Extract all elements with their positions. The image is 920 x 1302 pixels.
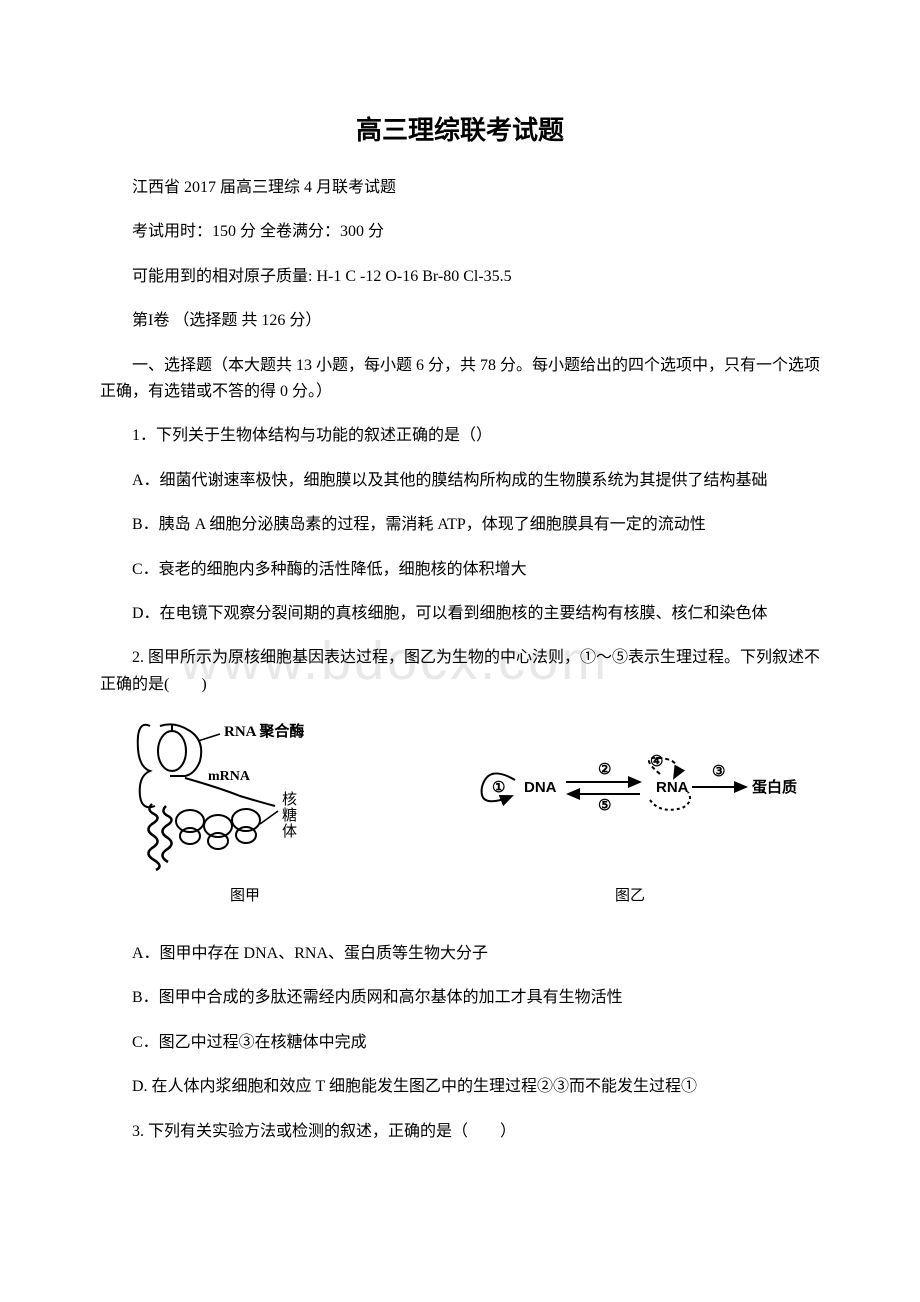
label-ribosome-2: 糖: [282, 807, 297, 824]
q1-option-c: C．衰老的细胞内多种酶的活性降低，细胞核的体积增大: [100, 557, 820, 583]
q2-option-d: D. 在人体内浆细胞和效应 T 细胞能发生图乙中的生理过程②③而不能发生过程①: [100, 1074, 820, 1100]
q2-option-a: A．图甲中存在 DNA、RNA、蛋白质等生物大分子: [100, 941, 820, 967]
svg-text:②: ②: [598, 762, 611, 778]
figure-yi-svg: ① DNA ② ⑤ ④ RNA ③ 蛋白质: [460, 752, 800, 822]
q2-option-c: C．图乙中过程③在核糖体中完成: [100, 1030, 820, 1056]
caption-row: 图甲 图乙: [100, 884, 820, 905]
svg-text:③: ③: [712, 764, 725, 780]
document-title: 高三理综联考试题: [100, 110, 820, 147]
figure-yi: ① DNA ② ⑤ ④ RNA ③ 蛋白质: [460, 716, 800, 822]
caption-jia: 图甲: [130, 884, 360, 905]
instructions: 一、选择题（本大题共 13 小题，每小题 6 分，共 78 分。每小题给出的四个…: [100, 353, 820, 406]
q3-stem: 3. 下列有关实验方法或检测的叙述，正确的是（ ）: [100, 1119, 820, 1145]
q1-stem: 1．下列关于生物体结构与功能的叙述正确的是（）: [100, 423, 820, 449]
svg-text:①: ①: [492, 780, 505, 796]
figure-jia-svg: RNA 聚合酶 mRNA 核 糖 体: [130, 716, 360, 876]
figure-jia: RNA 聚合酶 mRNA 核 糖 体: [130, 716, 360, 876]
q2-stem: 2. 图甲所示为原核细胞基因表达过程，图乙为生物的中心法则，①～⑤表示生理过程。…: [100, 645, 820, 698]
q1-option-b: B．胰岛 A 细胞分泌胰岛素的过程，需消耗 ATP，体现了细胞膜具有一定的流动性: [100, 512, 820, 538]
q1-option-d: D．在电镜下观察分裂间期的真核细胞，可以看到细胞核的主要结构有核膜、核仁和染色体: [100, 601, 820, 627]
label-ribosome-1: 核: [282, 791, 297, 808]
svg-text:蛋白质: 蛋白质: [752, 778, 797, 796]
section-header: 第I卷 （选择题 共 126 分）: [100, 308, 820, 334]
label-mrna: mRNA: [208, 769, 251, 784]
label-ribosome-3: 体: [282, 823, 297, 840]
svg-text:RNA: RNA: [656, 779, 689, 796]
svg-text:⑤: ⑤: [598, 798, 611, 814]
caption-yi: 图乙: [460, 884, 800, 905]
svg-text:DNA: DNA: [524, 779, 557, 796]
source-line: 江西省 2017 届高三理综 4 月联考试题: [100, 175, 820, 201]
svg-text:④: ④: [650, 754, 663, 770]
q1-option-a: A．细菌代谢速率极快，细胞膜以及其他的膜结构所构成的生物膜系统为其提供了结构基础: [100, 468, 820, 494]
atomic-masses: 可能用到的相对原子质量: H-1 C -12 O-16 Br-80 Cl-35.…: [100, 264, 820, 290]
figures-row: RNA 聚合酶 mRNA 核 糖 体: [100, 716, 820, 876]
exam-info: 考试用时：150 分 全卷满分：300 分: [100, 219, 820, 245]
label-rna-polymerase: RNA 聚合酶: [224, 722, 304, 740]
q2-option-b: B．图甲中合成的多肽还需经内质网和高尔基体的加工才具有生物活性: [100, 985, 820, 1011]
